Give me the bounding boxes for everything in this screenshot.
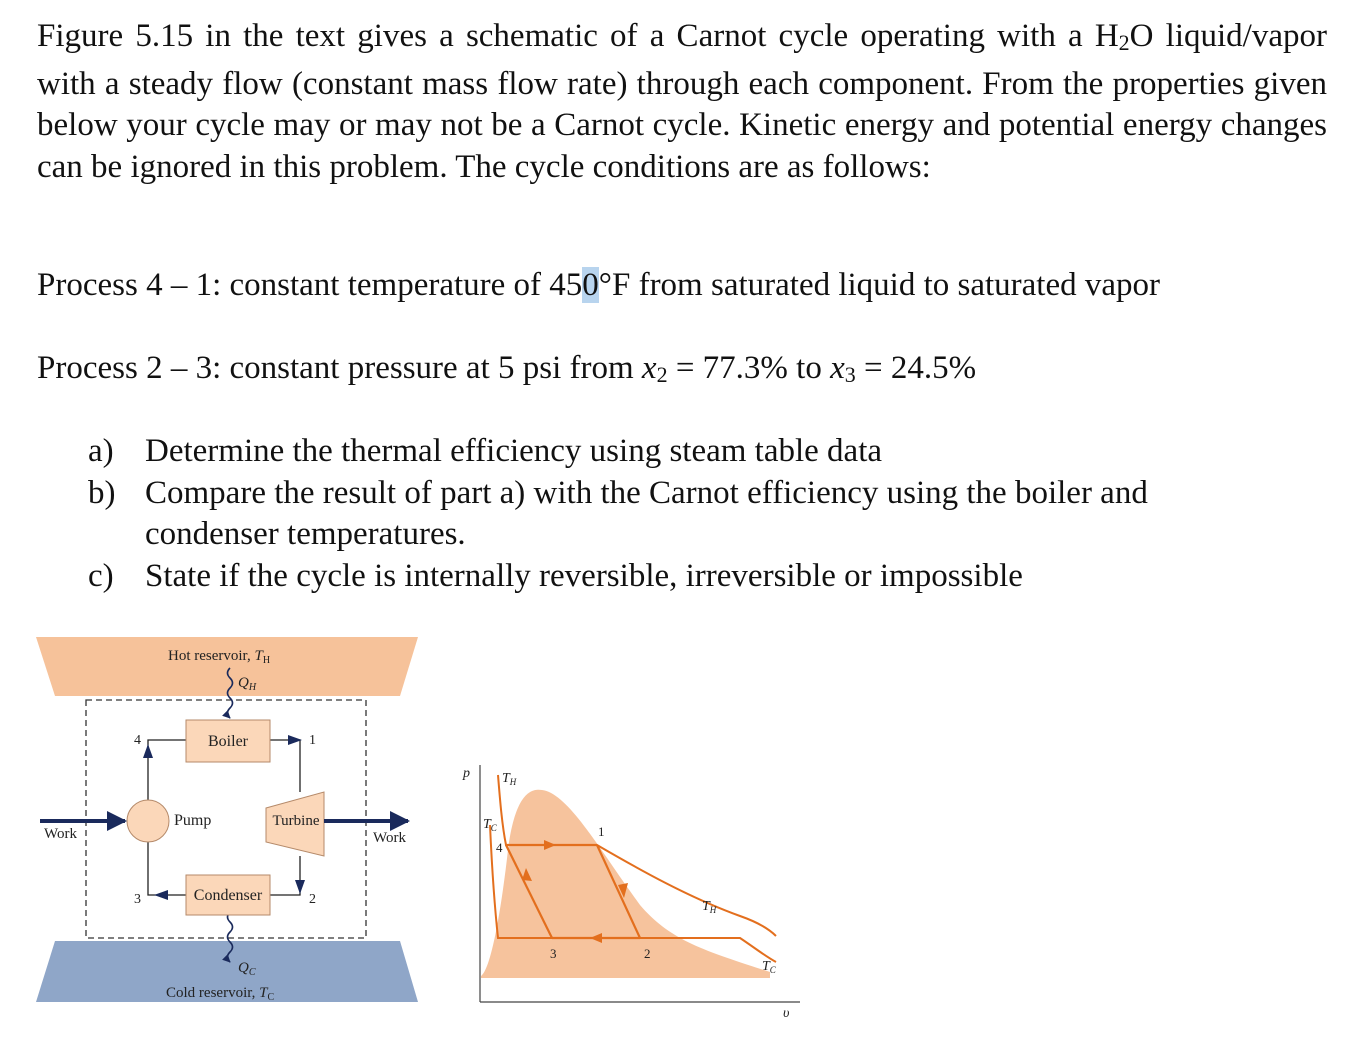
process-4-1-text: Process 4 – 1: constant temperature of 4… (37, 267, 583, 303)
work-out-label: Work (373, 830, 406, 846)
flow-line-boiler-to-turbine (270, 739, 301, 792)
cold-reservoir (36, 941, 418, 1002)
problem-intro: Figure 5.15 in the text gives a schemati… (37, 16, 1327, 188)
process-2-3-end: = 24.5% (855, 350, 977, 386)
quality-x2-subscript: 2 (656, 362, 668, 387)
pump-label: Pump (174, 812, 211, 829)
pv-tc-label-right: TC (762, 959, 777, 975)
flow-line-turbine-to-condenser (270, 856, 301, 896)
hot-reservoir-label: Hot reservoir, TH (168, 648, 270, 666)
process-3-4-line (505, 844, 553, 939)
process-2-3-text: Process 2 – 3: constant pressure at 5 ps… (37, 350, 642, 386)
process-2-3-mid: = 77.3% to (667, 350, 831, 386)
process-2-3: Process 2 – 3: constant pressure at 5 ps… (37, 348, 976, 395)
pv-diagram: p υ TH TC TH TC 1 2 3 4 (462, 765, 800, 1021)
arrow-state-1 (288, 735, 302, 745)
pv-state-4: 4 (496, 840, 503, 855)
turbine (265, 791, 325, 857)
text-cursor-highlight: 0 (582, 267, 599, 303)
v-axis-label: υ (783, 1006, 789, 1021)
state-3-label: 3 (134, 892, 141, 907)
saturation-dome (481, 789, 770, 978)
condenser (185, 874, 271, 916)
process-4-1-text-rest: °F from saturated liquid to saturated va… (598, 267, 1161, 303)
process-4-1: Process 4 – 1: constant temperature of 4… (37, 265, 1160, 305)
state-1-label: 1 (309, 733, 316, 748)
flow-line-condenser-to-pump (147, 842, 186, 896)
isotherm-tc (489, 824, 777, 963)
pump (126, 799, 170, 843)
flow-line-pump-to-boiler (147, 739, 186, 800)
carnot-schematic: Hot reservoir, TH Cold reservoir, TC QH … (36, 637, 418, 1003)
heat-in-wavy-arrow (222, 667, 234, 719)
question-item: c) State if the cycle is internally rever… (88, 556, 1288, 598)
intro-text-part1: Figure 5.15 in the text gives a schemati… (37, 18, 1119, 54)
boiler-label: Boiler (208, 733, 249, 750)
work-in-label: Work (44, 826, 77, 842)
pv-th-label: TH (502, 771, 517, 787)
heat-in-label: QH (238, 675, 257, 693)
question-text: Determine the thermal efficiency using s… (145, 433, 883, 469)
control-volume-boundary (85, 699, 367, 939)
quality-x3: x (830, 350, 845, 386)
question-marker: b) (88, 474, 116, 511)
process-1-2-line (596, 844, 641, 939)
state-2-label: 2 (309, 892, 316, 907)
hot-reservoir (36, 637, 418, 696)
heat-out-label: QC (238, 960, 256, 978)
quality-x2: x (641, 350, 657, 386)
pv-state-3: 3 (550, 946, 557, 961)
question-list: a) Determine the thermal efficiency using… (88, 431, 1288, 597)
boiler (185, 719, 271, 763)
question-item: a) Determine the thermal efficiency using… (88, 431, 1288, 473)
quality-x3-subscript: 3 (844, 362, 856, 387)
arrow-state-4 (143, 744, 153, 758)
question-text: State if the cycle is internally reversi… (145, 557, 1023, 594)
question-marker: a) (88, 433, 114, 469)
pv-th-label-right: TH (702, 899, 717, 915)
arrow-state-2 (295, 880, 305, 894)
arrow-state-3 (154, 890, 168, 900)
heat-out-wavy-arrow (222, 911, 234, 963)
question-text: Compare the result of part a) with the C… (145, 474, 1148, 553)
isotherm-th (497, 774, 777, 937)
p-axis-label: p (462, 766, 470, 781)
condenser-label: Condenser (194, 887, 263, 904)
pv-state-1: 1 (598, 824, 605, 839)
question-item: b) Compare the result of part a) with the… (88, 473, 1288, 556)
pv-tc-label: TC (483, 817, 498, 833)
state-4-label: 4 (134, 733, 141, 748)
cold-reservoir-label: Cold reservoir, TC (166, 985, 274, 1003)
question-marker: c) (88, 557, 114, 594)
turbine-label: Turbine (273, 813, 320, 829)
h2o-subscript: 2 (1118, 30, 1130, 55)
intro-text-part2: O liquid/vapor with a steady flow (const… (37, 18, 1327, 185)
pv-state-2: 2 (644, 946, 651, 961)
